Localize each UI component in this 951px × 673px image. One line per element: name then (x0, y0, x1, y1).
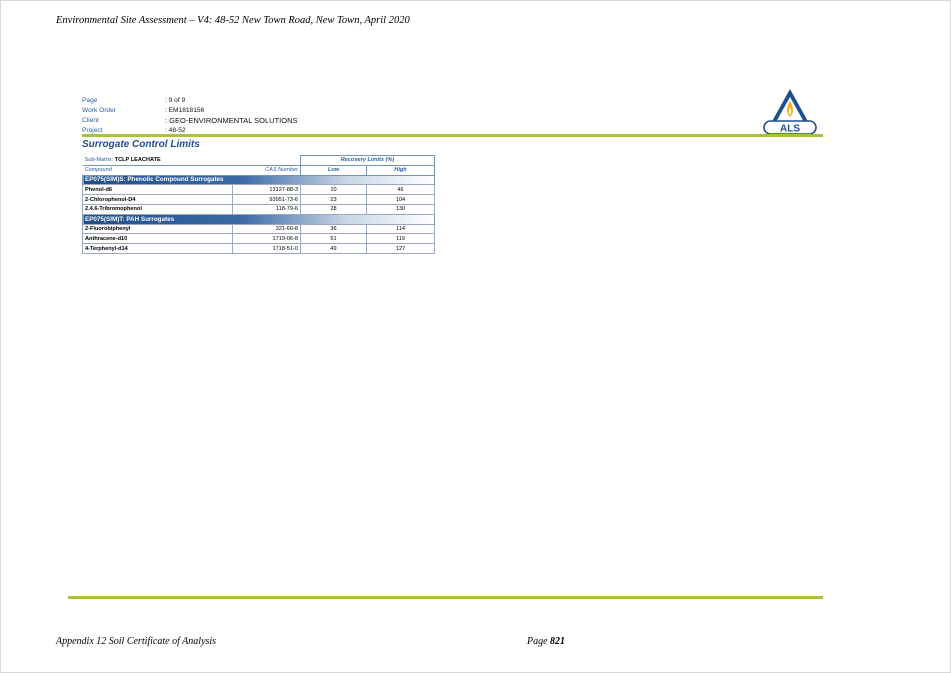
running-header: Environmental Site Assessment – V4: 48-5… (56, 15, 410, 26)
cell-compound: Anthracene-d10 (82, 233, 233, 245)
cell-high: 127 (366, 243, 435, 254)
col-low: Low (300, 164, 367, 176)
cell-low: 49 (300, 243, 367, 254)
col-cas: CAS Number (232, 164, 301, 176)
footer-page-value: 821 (550, 636, 566, 647)
cell-compound: 4-Terphenyl-d14 (82, 243, 233, 254)
meta-row-project: Project : 48-52 (82, 126, 298, 136)
cell-high: 46 (366, 184, 435, 196)
cell-cas: 93951-73-6 (232, 194, 301, 205)
table-row: 2.4.6-Tribromophenol 118-79-6 28 130 (82, 203, 435, 215)
cell-high: 104 (366, 194, 435, 205)
meta-value: : EM1818156 (165, 107, 205, 114)
meta-label: Page (82, 97, 98, 104)
meta-label: Work Order (82, 107, 116, 114)
cell-low: 23 (300, 194, 367, 205)
footer-page-label: Page (527, 636, 548, 647)
meta-label: Client (82, 117, 99, 124)
cell-compound: 2-Fluorobiphenyl (82, 223, 233, 235)
meta-value: : GEO-ENVIRONMENTAL SOLUTIONS (165, 116, 298, 125)
meta-value: : 48-52 (165, 127, 186, 134)
cell-low: 10 (300, 184, 367, 196)
meta-row-client: Client : GEO-ENVIRONMENTAL SOLUTIONS (82, 116, 298, 126)
report-meta: Page : 9 of 9 Work Order : EM1818156 Cli… (82, 96, 298, 136)
cell-compound: Phenol-d6 (82, 184, 233, 196)
logo-text: ALS (780, 124, 800, 135)
meta-value: : 9 of 9 (165, 97, 186, 104)
cell-high: 130 (366, 203, 435, 215)
section-title: Surrogate Control Limits (82, 139, 200, 150)
cell-cas: 1718-51-0 (232, 243, 301, 254)
column-header-row: Compound CAS Number Low High (82, 164, 435, 176)
cell-compound: 2-Chlorophenol-D4 (82, 194, 233, 205)
group-title: EP075(SIM)S: Phenolic Compound Surrogate… (82, 175, 435, 185)
cell-cas: 13127-88-3 (232, 184, 301, 196)
sub-matrix-label: Sub-Matrix: (84, 157, 114, 164)
meta-row-page: Page : 9 of 9 (82, 96, 298, 106)
cell-low: 28 (300, 203, 367, 215)
footer-page-number: Page 821 (527, 636, 565, 647)
group-row: EP075(SIM)S: Phenolic Compound Surrogate… (82, 175, 435, 185)
footer-appendix-label: Appendix 12 Soil Certificate of Analysis (56, 636, 217, 647)
als-logo: ALS (763, 89, 817, 135)
sub-matrix-value: TCLP LEACHATE (114, 157, 161, 164)
col-compound: Compound (82, 164, 233, 176)
cell-compound: 2.4.6-Tribromophenol (82, 203, 233, 215)
cell-cas: 321-60-8 (232, 223, 301, 235)
table-row: 2-Chlorophenol-D4 93951-73-6 23 104 (82, 194, 435, 205)
surrogate-limits-table: Sub-Matrix: TCLP LEACHATE Recovery Limit… (82, 155, 435, 254)
table-row: Anthracene-d10 1719-06-8 51 119 (82, 233, 435, 245)
table-row: 2-Fluorobiphenyl 321-60-8 36 114 (82, 223, 435, 235)
table-row: 4-Terphenyl-d14 1718-51-0 49 127 (82, 243, 435, 254)
recovery-limits-header: Recovery Limits (%) (300, 155, 435, 166)
table-row: Phenol-d6 13127-88-3 10 46 (82, 184, 435, 196)
col-high: High (366, 164, 435, 176)
cell-high: 119 (366, 233, 435, 245)
header-rule (82, 134, 823, 137)
cell-cas: 1719-06-8 (232, 233, 301, 245)
group-title: EP075(SIM)T: PAH Surrogates (82, 214, 435, 225)
cell-high: 114 (366, 223, 435, 235)
footer-rule (68, 596, 823, 599)
meta-row-work-order: Work Order : EM1818156 (82, 106, 298, 116)
cell-cas: 118-79-6 (232, 203, 301, 215)
sub-matrix-row: Sub-Matrix: TCLP LEACHATE Recovery Limit… (83, 155, 435, 166)
meta-label: Project (82, 127, 103, 134)
cell-low: 36 (300, 223, 367, 235)
cell-low: 51 (300, 233, 367, 245)
group-row: EP075(SIM)T: PAH Surrogates (82, 214, 435, 225)
